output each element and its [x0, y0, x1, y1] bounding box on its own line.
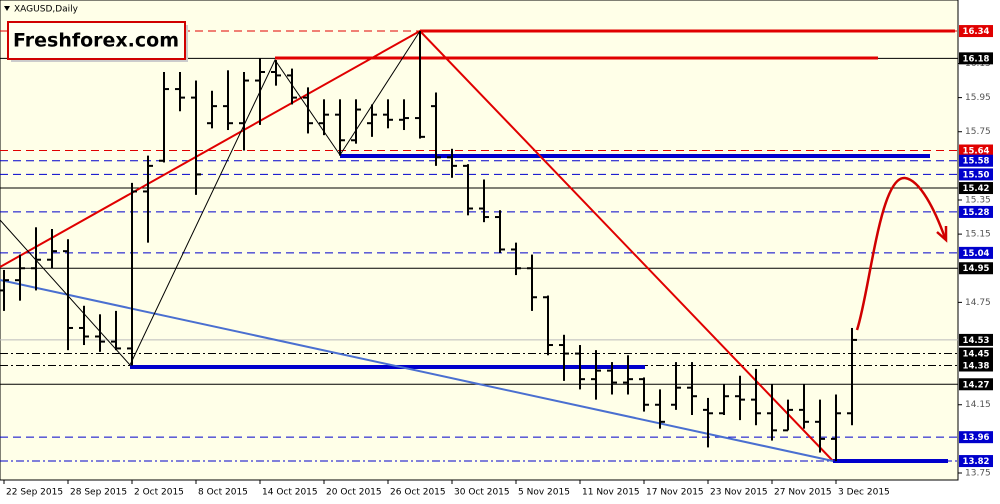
arrow-head — [936, 226, 948, 243]
level-label: 13.96 — [963, 433, 990, 443]
plot-area — [0, 0, 959, 481]
level-label-box — [959, 25, 993, 38]
x-tick-label: 30 Oct 2015 — [454, 488, 510, 498]
level-label: 14.27 — [963, 380, 990, 390]
level-label: 14.38 — [963, 362, 990, 372]
y-tick-label: 15.95 — [965, 93, 991, 103]
x-tick-label: 11 Nov 2015 — [582, 488, 640, 498]
zigzag-line — [0, 30, 421, 366]
level-label: 15.64 — [963, 147, 990, 157]
level-label-box — [959, 144, 993, 157]
watermark-box — [7, 21, 186, 60]
x-tick-label: 5 Nov 2015 — [518, 488, 570, 498]
x-tick-label: 8 Oct 2015 — [198, 488, 248, 498]
level-label-box — [959, 347, 993, 360]
trend-line — [0, 279, 834, 462]
x-tick-label: 17 Nov 2015 — [646, 488, 704, 498]
level-label-box — [959, 431, 993, 444]
level-label-box — [959, 52, 993, 65]
level-label-box — [959, 182, 993, 195]
x-tick-label: 20 Oct 2015 — [326, 488, 382, 498]
y-tick-label: 15.75 — [965, 127, 991, 137]
y-tick-label: 14.75 — [965, 298, 991, 308]
x-tick-label: 23 Nov 2015 — [710, 488, 768, 498]
axes: 13.7514.1514.7515.1515.3515.7515.9516.15… — [0, 25, 993, 498]
level-label-box — [959, 168, 993, 181]
x-tick-label: 2 Oct 2015 — [134, 488, 184, 498]
y-tick-label: 15.35 — [965, 195, 991, 205]
level-label: 16.34 — [963, 27, 990, 37]
y-tick-label: 14.15 — [965, 400, 991, 410]
x-tick-label: 22 Sep 2015 — [6, 488, 63, 498]
level-label: 15.42 — [963, 184, 990, 194]
level-label-box — [959, 333, 993, 346]
x-tick-label: 28 Sep 2015 — [70, 488, 127, 498]
menu-icon — [4, 6, 10, 11]
level-label-box — [959, 154, 993, 167]
level-label-box — [959, 359, 993, 372]
level-label: 15.28 — [963, 208, 990, 218]
forecast-arrow — [855, 176, 947, 331]
y-tick-label: 13.75 — [965, 469, 991, 479]
level-label-box — [959, 378, 993, 391]
level-label: 13.82 — [963, 457, 990, 467]
x-tick-label: 14 Oct 2015 — [262, 488, 318, 498]
level-label: 15.04 — [963, 249, 990, 259]
level-label: 16.18 — [963, 54, 990, 64]
x-tick-label: 26 Oct 2015 — [390, 488, 446, 498]
level-label: 15.58 — [963, 157, 990, 167]
level-label-box — [959, 246, 993, 259]
watermark: Freshforex.com — [13, 30, 179, 52]
level-label-box — [959, 455, 993, 468]
level-label-box — [959, 262, 993, 275]
x-tick-label: 27 Nov 2015 — [774, 488, 832, 498]
bars — [0, 31, 857, 462]
level-label: 14.45 — [963, 350, 990, 360]
level-label: 15.50 — [963, 170, 990, 180]
chart-title: XAGUSD,Daily — [14, 5, 79, 15]
level-label: 14.95 — [963, 264, 990, 274]
x-tick-label: 3 Dec 2015 — [838, 488, 890, 498]
level-label: 14.53 — [963, 336, 990, 346]
level-label-box — [959, 205, 993, 218]
y-tick-label: 15.15 — [965, 230, 991, 240]
